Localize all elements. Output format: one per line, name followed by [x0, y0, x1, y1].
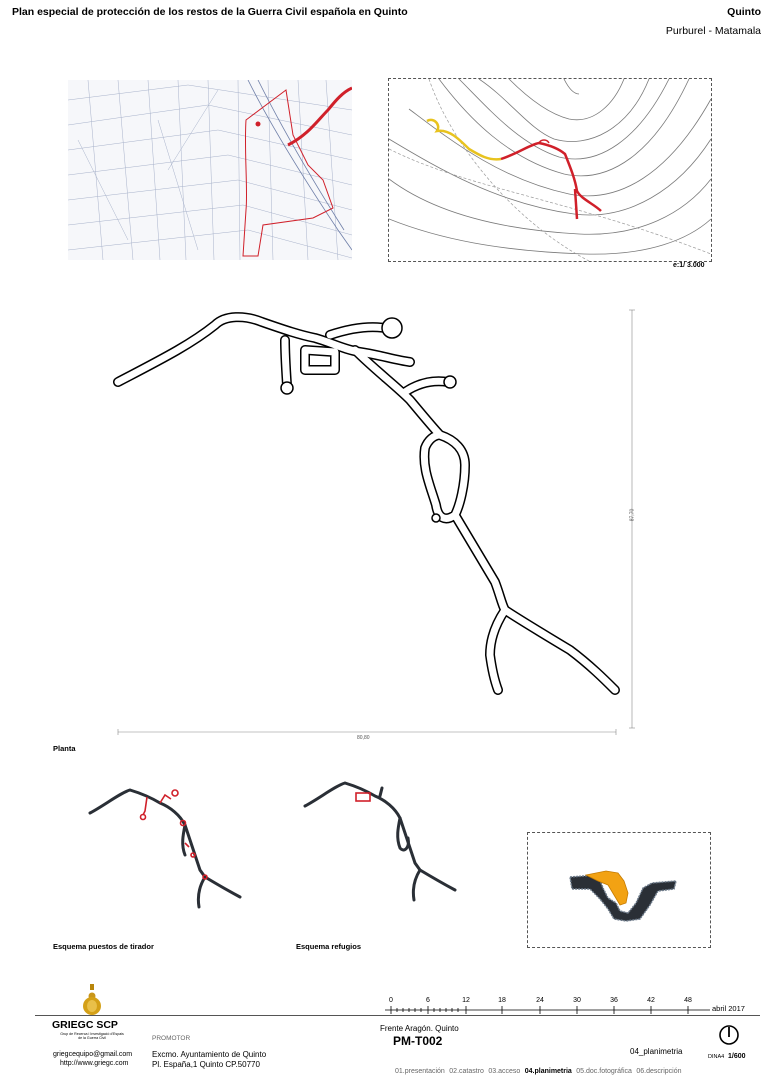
org-website[interactable]: http://www.griegc.com [60, 1060, 129, 1067]
plan-label: Planta [53, 744, 76, 753]
dimension-horizontal: 80,80 [357, 735, 370, 741]
scheme-tirador-label: Esquema puestos de tirador [53, 942, 154, 951]
nav-presentacion[interactable]: 01.presentación [395, 1068, 445, 1075]
nav-descripcion[interactable]: 06.descripción [636, 1068, 682, 1075]
site-marker [255, 121, 261, 127]
griegc-logo [81, 984, 103, 1016]
nav-doc-fotografica[interactable]: 05.doc.fotográfica [576, 1068, 632, 1075]
document-date: abril 2017 [712, 1004, 745, 1013]
trench-plan [113, 309, 635, 735]
ruler-tick-label: 42 [647, 997, 655, 1004]
nav-planimetria[interactable]: 04.planimetria [524, 1068, 572, 1075]
yellow-trench [426, 118, 502, 161]
sheet-code: PM-T002 [393, 1034, 443, 1048]
ruler-tick-label: 36 [610, 997, 618, 1004]
org-subtitle: Grup de Recerca i Investigació d'Espais … [60, 1032, 124, 1040]
ruler-tick-label: 0 [389, 997, 393, 1004]
location-map [68, 80, 352, 260]
trench-route [287, 86, 352, 147]
sheet-format: DINA4 [708, 1054, 725, 1060]
org-email[interactable]: griegcequipo@gmail.com [53, 1051, 133, 1058]
sheet-scale: 1/600 [728, 1053, 746, 1060]
ruler-tick-label: 48 [684, 997, 692, 1004]
red-trench [500, 141, 602, 212]
ruler-tick-label: 6 [426, 997, 430, 1004]
ruler-tick-label: 24 [536, 997, 544, 1004]
promotor-label: PROMOTOR [152, 1035, 191, 1042]
dimension-vertical: 87,70 [629, 508, 636, 522]
site-name: Purburel - Matamala [665, 25, 761, 37]
north-arrow-icon [718, 1024, 740, 1046]
topographic-map [388, 78, 712, 262]
nav-catastro[interactable]: 02.catastro [449, 1068, 484, 1075]
scheme-refugios-label: Esquema refugios [296, 942, 362, 951]
section-name: 04_planimetria [630, 1047, 683, 1056]
section-inset [527, 832, 711, 948]
promotor-name: Excmo. Ayuntamiento de Quinto [152, 1050, 267, 1059]
front-name: Frente Aragón. Quinto [380, 1024, 459, 1033]
ruler-tick-label: 12 [462, 997, 470, 1004]
ruler-tick-label: 18 [498, 997, 506, 1004]
nav-acceso[interactable]: 03.acceso [488, 1068, 521, 1075]
promotor-address: Pl. España,1 Quinto CP.50770 [152, 1060, 260, 1069]
perimeter-outline [242, 89, 334, 257]
document-title: Plan especial de protección de los resto… [12, 6, 408, 18]
topo-scale-label: e:1/ 3.000 [673, 262, 705, 269]
scale-ruler [385, 1006, 710, 1014]
sheet-navigation: 01.presentación 02.catastro 03.acceso 04… [395, 1060, 682, 1078]
footer-divider [35, 1015, 760, 1016]
location-name: Quinto [727, 6, 761, 18]
org-name: GRIEGC SCP [52, 1019, 118, 1031]
ruler-tick-label: 30 [573, 997, 581, 1004]
scheme-tirador [88, 788, 242, 909]
scheme-refugios [303, 781, 457, 902]
